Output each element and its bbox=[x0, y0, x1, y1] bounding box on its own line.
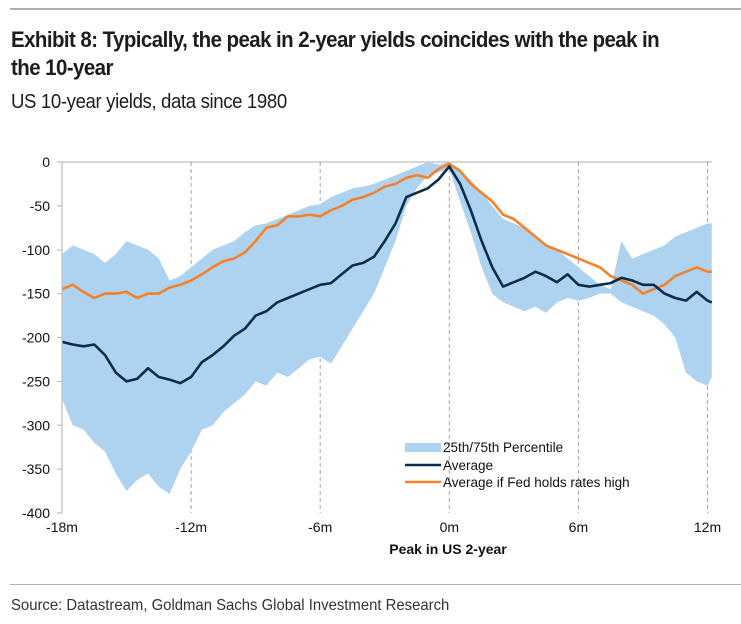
chart: 0 -50 -100 -150 -200 -250 -300 -350 -400 -18m -12… bbox=[22, 154, 721, 557]
x-tick-label: 12m bbox=[694, 519, 721, 535]
x-tick-label: -18m bbox=[46, 519, 78, 535]
x-tick-label: -6m bbox=[308, 519, 332, 535]
exhibit-subtitle: US 10-year yields, data since 1980 bbox=[11, 91, 287, 113]
exhibit-title: Exhibit 8: Typically, the peak in 2-year… bbox=[11, 27, 660, 80]
top-rule bbox=[10, 8, 741, 10]
y-tick-label: -200 bbox=[22, 330, 50, 346]
y-tick-label: 0 bbox=[42, 154, 50, 170]
x-axis-tick-labels: -18m -12m -6m 0m 6m 12m bbox=[46, 519, 721, 535]
legend-label-percentile: 25th/75th Percentile bbox=[443, 440, 563, 455]
percentile-band-area bbox=[62, 162, 712, 494]
x-axis-title: Peak in US 2-year bbox=[389, 541, 507, 557]
y-tick-label: -350 bbox=[22, 461, 50, 477]
bottom-rule bbox=[10, 584, 741, 585]
legend-swatch-percentile bbox=[405, 443, 441, 452]
y-tick-label: -100 bbox=[22, 242, 50, 258]
y-axis-tick-labels: 0 -50 -100 -150 -200 -250 -300 -350 -400 bbox=[22, 154, 50, 521]
x-tick-label: 0m bbox=[440, 519, 459, 535]
legend-label-average: Average bbox=[443, 458, 493, 473]
y-tick-label: -150 bbox=[22, 286, 50, 302]
x-tick-label: -12m bbox=[175, 519, 207, 535]
source-note: Source: Datastream, Goldman Sachs Global… bbox=[11, 597, 450, 614]
y-tick-label: -300 bbox=[22, 417, 50, 433]
y-tick-label: -400 bbox=[22, 505, 50, 521]
legend: 25th/75th Percentile Average Average if … bbox=[405, 440, 630, 490]
axes bbox=[57, 161, 63, 514]
y-tick-label: -50 bbox=[30, 198, 50, 214]
y-tick-label: -250 bbox=[22, 373, 50, 389]
legend-label-fed-high: Average if Fed holds rates high bbox=[443, 475, 630, 490]
average-line bbox=[61, 165, 713, 385]
fed-holds-high-line bbox=[61, 162, 712, 300]
x-tick-label: 6m bbox=[569, 519, 588, 535]
